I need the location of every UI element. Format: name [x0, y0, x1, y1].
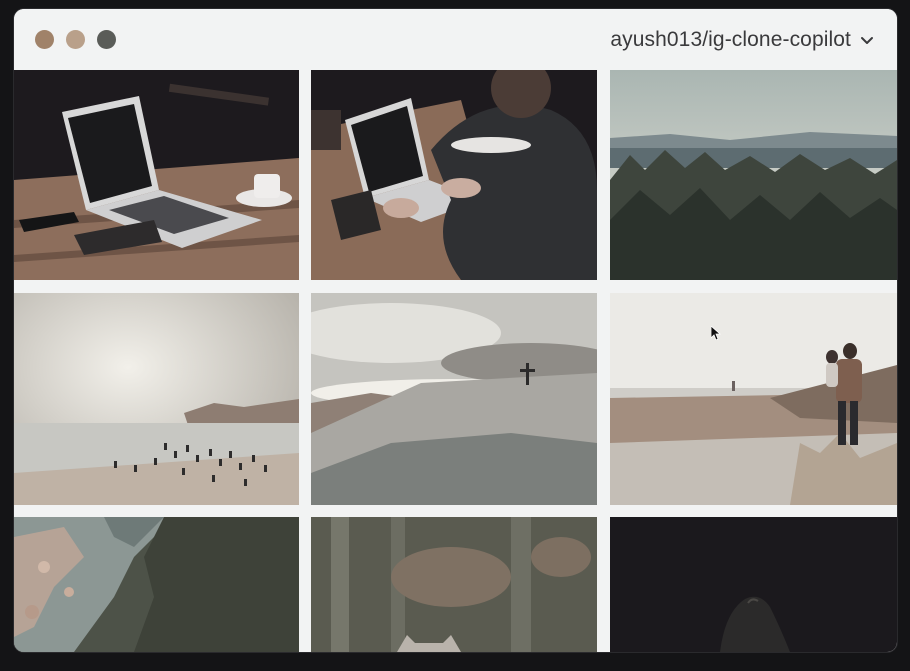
photo-image	[14, 293, 299, 505]
photo-image	[610, 293, 897, 505]
repo-label: ayush013/ig-clone-copilot	[610, 28, 851, 51]
photo-tile-hill-with-cross[interactable]	[311, 293, 597, 505]
minimize-window-button[interactable]	[66, 30, 85, 49]
repo-selector[interactable]: ayush013/ig-clone-copilot	[610, 25, 875, 55]
photo-image	[311, 293, 597, 505]
mouse-cursor-icon	[711, 326, 721, 340]
photo-image	[311, 70, 597, 280]
app-window: ayush013/ig-clone-copilot	[14, 9, 897, 652]
photo-image	[14, 517, 299, 652]
photo-image	[311, 517, 597, 652]
title-bar: ayush013/ig-clone-copilot	[14, 9, 897, 70]
photo-tile-rocky-coastline[interactable]	[14, 517, 299, 652]
photo-tile-dark-horse[interactable]	[610, 517, 897, 652]
photo-image	[14, 70, 299, 280]
photo-grid	[14, 70, 897, 652]
photo-tile-crowded-beach[interactable]	[14, 293, 299, 505]
photo-tile-man-carrying-child[interactable]	[610, 293, 897, 505]
maximize-window-button[interactable]	[97, 30, 116, 49]
chevron-down-icon	[859, 32, 875, 48]
photo-image	[610, 70, 897, 280]
photo-tile-forest-mountain-view[interactable]	[610, 70, 897, 280]
close-window-button[interactable]	[35, 30, 54, 49]
photo-tile-person-typing-laptop[interactable]	[311, 70, 597, 280]
photo-image	[610, 517, 897, 652]
photo-tile-cat-in-foliage[interactable]	[311, 517, 597, 652]
photo-tile-laptop-on-table[interactable]	[14, 70, 299, 280]
